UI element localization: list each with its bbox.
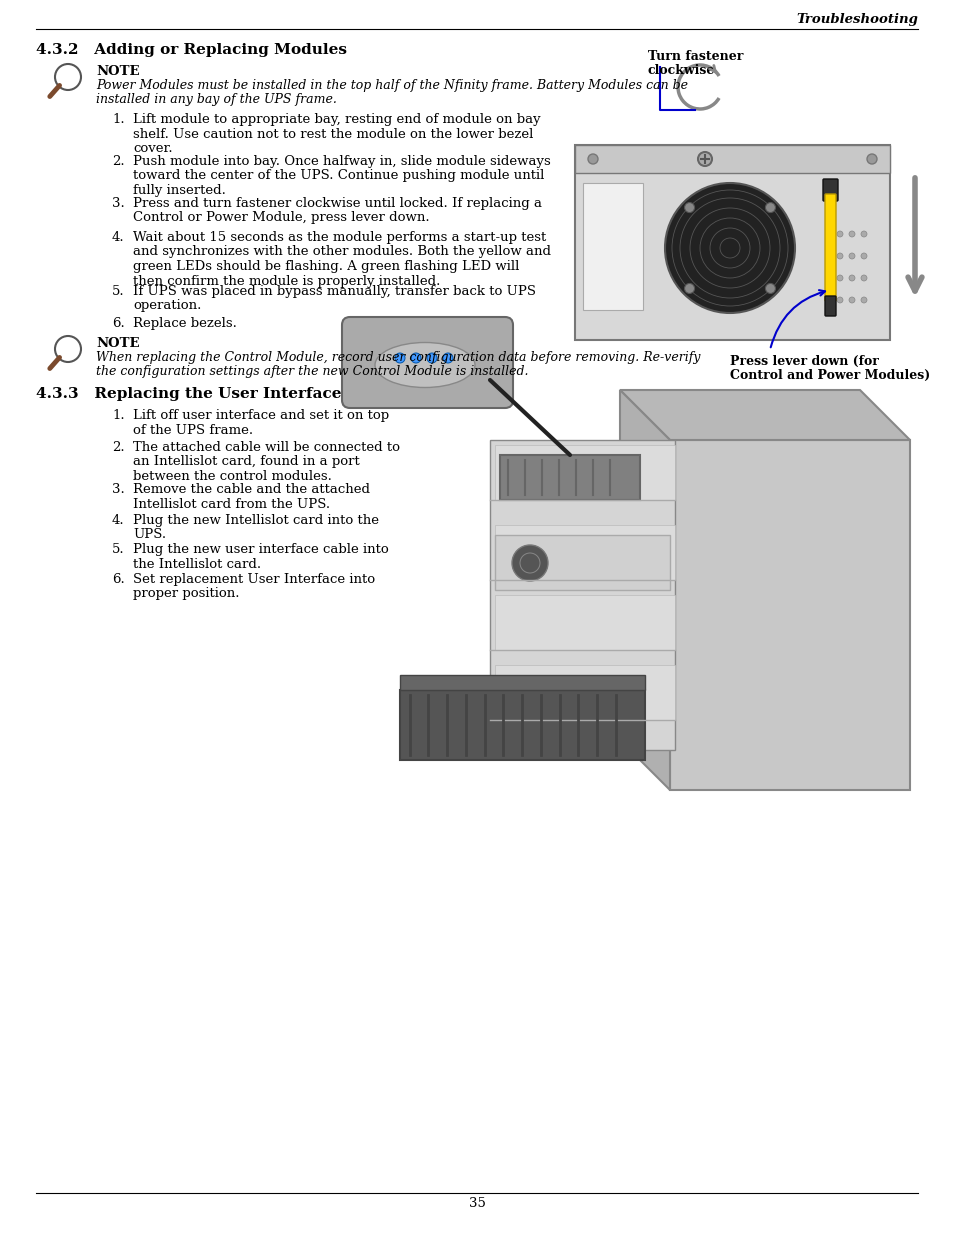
Text: Power Modules must be installed in the top half of the Nfinity frame. Battery Mo: Power Modules must be installed in the t… bbox=[96, 79, 687, 91]
FancyBboxPatch shape bbox=[495, 664, 675, 720]
FancyBboxPatch shape bbox=[495, 525, 675, 580]
Circle shape bbox=[411, 353, 420, 363]
Text: and synchronizes with the other modules. Both the yellow and: and synchronizes with the other modules.… bbox=[132, 246, 551, 258]
Text: 2.: 2. bbox=[112, 441, 125, 454]
Text: Press and turn fastener clockwise until locked. If replacing a: Press and turn fastener clockwise until … bbox=[132, 198, 541, 210]
Circle shape bbox=[848, 275, 854, 282]
Circle shape bbox=[861, 253, 866, 259]
Circle shape bbox=[764, 203, 775, 212]
Circle shape bbox=[427, 353, 436, 363]
Text: 3.: 3. bbox=[112, 198, 125, 210]
Text: Troubleshooting: Troubleshooting bbox=[796, 14, 917, 26]
Circle shape bbox=[836, 275, 842, 282]
Circle shape bbox=[861, 231, 866, 237]
Text: proper position.: proper position. bbox=[132, 588, 239, 600]
Circle shape bbox=[836, 231, 842, 237]
Text: Lift module to appropriate bay, resting end of module on bay: Lift module to appropriate bay, resting … bbox=[132, 112, 540, 126]
FancyBboxPatch shape bbox=[824, 296, 835, 316]
FancyBboxPatch shape bbox=[824, 194, 835, 301]
Text: Press lever down (for: Press lever down (for bbox=[729, 354, 878, 368]
Text: the configuration settings after the new Control Module is installed.: the configuration settings after the new… bbox=[96, 366, 528, 378]
FancyBboxPatch shape bbox=[499, 454, 639, 500]
Polygon shape bbox=[399, 676, 644, 690]
Text: 4.3.3   Replacing the User Interface: 4.3.3 Replacing the User Interface bbox=[36, 387, 341, 401]
Text: operation.: operation. bbox=[132, 300, 201, 312]
Text: of the UPS frame.: of the UPS frame. bbox=[132, 424, 253, 436]
Circle shape bbox=[587, 154, 598, 164]
Text: Lift off user interface and set it on top: Lift off user interface and set it on to… bbox=[132, 409, 389, 422]
Text: NOTE: NOTE bbox=[96, 65, 139, 78]
Polygon shape bbox=[619, 390, 669, 790]
Circle shape bbox=[684, 284, 694, 294]
Circle shape bbox=[836, 296, 842, 303]
Circle shape bbox=[684, 203, 694, 212]
Text: Intellislot card from the UPS.: Intellislot card from the UPS. bbox=[132, 498, 330, 510]
FancyBboxPatch shape bbox=[341, 317, 513, 408]
Circle shape bbox=[395, 353, 405, 363]
Circle shape bbox=[764, 284, 775, 294]
Text: 2.: 2. bbox=[112, 156, 125, 168]
Text: NOTE: NOTE bbox=[96, 337, 139, 350]
FancyBboxPatch shape bbox=[575, 144, 889, 340]
Circle shape bbox=[836, 253, 842, 259]
Circle shape bbox=[442, 353, 453, 363]
Text: 5.: 5. bbox=[112, 285, 125, 298]
Text: The attached cable will be connected to: The attached cable will be connected to bbox=[132, 441, 399, 454]
Text: When replacing the Control Module, record user configuration data before removin: When replacing the Control Module, recor… bbox=[96, 351, 700, 364]
Text: fully inserted.: fully inserted. bbox=[132, 184, 226, 198]
Text: 4.3.2   Adding or Replacing Modules: 4.3.2 Adding or Replacing Modules bbox=[36, 43, 347, 57]
FancyBboxPatch shape bbox=[669, 440, 909, 790]
Text: Remove the cable and the attached: Remove the cable and the attached bbox=[132, 483, 370, 496]
Text: If UPS was placed in bypass manually, transfer back to UPS: If UPS was placed in bypass manually, tr… bbox=[132, 285, 536, 298]
Text: the Intellislot card.: the Intellislot card. bbox=[132, 557, 261, 571]
Text: 5.: 5. bbox=[112, 543, 125, 556]
Text: cover.: cover. bbox=[132, 142, 172, 156]
Text: installed in any bay of the UPS frame.: installed in any bay of the UPS frame. bbox=[96, 93, 336, 106]
FancyBboxPatch shape bbox=[490, 440, 675, 750]
FancyBboxPatch shape bbox=[582, 183, 642, 310]
FancyBboxPatch shape bbox=[495, 445, 675, 500]
Circle shape bbox=[848, 231, 854, 237]
Text: 6.: 6. bbox=[112, 317, 125, 330]
Text: Control and Power Modules): Control and Power Modules) bbox=[729, 369, 929, 382]
Text: 4.: 4. bbox=[112, 514, 125, 527]
Text: 35: 35 bbox=[468, 1197, 485, 1210]
Text: an Intellislot card, found in a port: an Intellislot card, found in a port bbox=[132, 456, 359, 468]
FancyBboxPatch shape bbox=[495, 535, 669, 590]
Circle shape bbox=[848, 296, 854, 303]
Circle shape bbox=[848, 253, 854, 259]
Text: Control or Power Module, press lever down.: Control or Power Module, press lever dow… bbox=[132, 211, 429, 225]
Text: Set replacement User Interface into: Set replacement User Interface into bbox=[132, 573, 375, 585]
Ellipse shape bbox=[375, 342, 475, 388]
Text: 1.: 1. bbox=[112, 409, 125, 422]
Text: Plug the new Intellislot card into the: Plug the new Intellislot card into the bbox=[132, 514, 378, 527]
Text: clockwise: clockwise bbox=[647, 64, 715, 77]
Text: toward the center of the UPS. Continue pushing module until: toward the center of the UPS. Continue p… bbox=[132, 169, 544, 183]
Circle shape bbox=[664, 183, 794, 312]
FancyBboxPatch shape bbox=[495, 595, 675, 650]
Text: 3.: 3. bbox=[112, 483, 125, 496]
Circle shape bbox=[698, 152, 711, 165]
Circle shape bbox=[861, 296, 866, 303]
FancyBboxPatch shape bbox=[575, 144, 889, 173]
Circle shape bbox=[861, 275, 866, 282]
FancyBboxPatch shape bbox=[822, 179, 837, 201]
Text: Replace bezels.: Replace bezels. bbox=[132, 317, 236, 330]
Text: Turn fastener: Turn fastener bbox=[647, 49, 742, 63]
Text: Wait about 15 seconds as the module performs a start-up test: Wait about 15 seconds as the module perf… bbox=[132, 231, 546, 245]
FancyBboxPatch shape bbox=[399, 690, 644, 760]
Circle shape bbox=[512, 545, 547, 580]
Text: 6.: 6. bbox=[112, 573, 125, 585]
Polygon shape bbox=[619, 390, 909, 440]
Text: between the control modules.: between the control modules. bbox=[132, 471, 332, 483]
Text: UPS.: UPS. bbox=[132, 529, 166, 541]
Circle shape bbox=[866, 154, 876, 164]
Text: Push module into bay. Once halfway in, slide module sideways: Push module into bay. Once halfway in, s… bbox=[132, 156, 550, 168]
Text: Plug the new user interface cable into: Plug the new user interface cable into bbox=[132, 543, 388, 556]
Text: green LEDs should be flashing. A green flashing LED will: green LEDs should be flashing. A green f… bbox=[132, 261, 518, 273]
Text: 1.: 1. bbox=[112, 112, 125, 126]
Text: 4.: 4. bbox=[112, 231, 125, 245]
Text: then confirm the module is properly installed.: then confirm the module is properly inst… bbox=[132, 274, 440, 288]
Text: shelf. Use caution not to rest the module on the lower bezel: shelf. Use caution not to rest the modul… bbox=[132, 127, 533, 141]
